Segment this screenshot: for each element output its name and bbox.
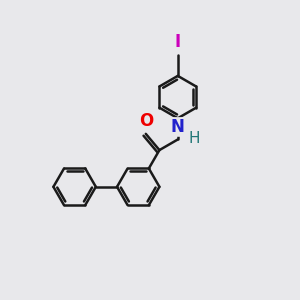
Text: N: N bbox=[170, 118, 184, 136]
Text: H: H bbox=[189, 131, 200, 146]
Text: I: I bbox=[175, 33, 181, 51]
Text: O: O bbox=[139, 112, 153, 130]
